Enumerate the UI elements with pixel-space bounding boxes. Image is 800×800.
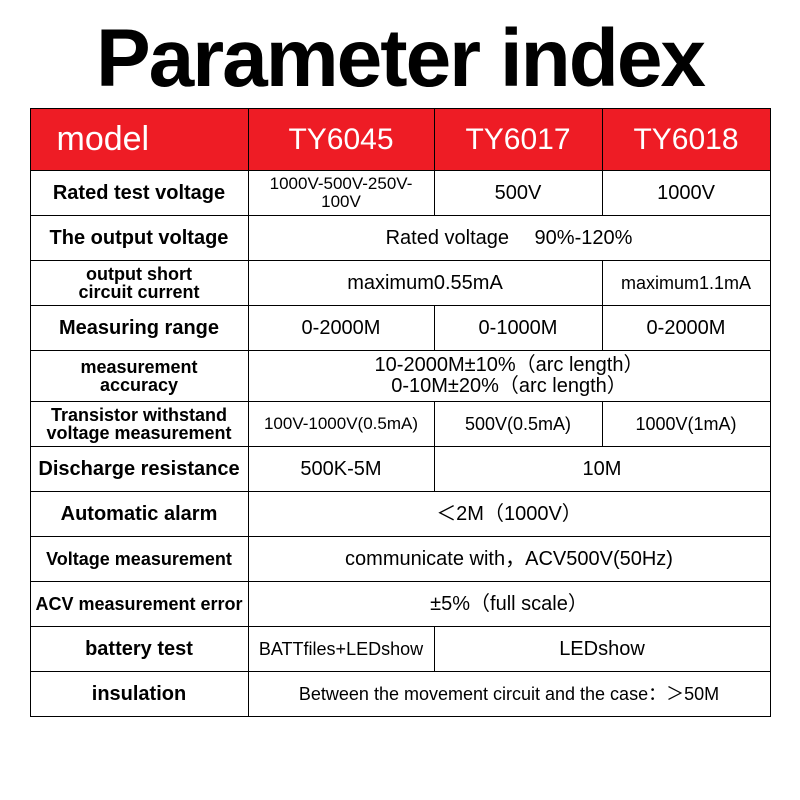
row-label: ACV measurement error <box>30 582 248 627</box>
cell-merged: 10M <box>434 447 770 492</box>
cell-merged: Between the movement circuit and the cas… <box>248 672 770 717</box>
table-header-row: model TY6045 TY6017 TY6018 <box>30 109 770 171</box>
table-row: The output voltage Rated voltage 90%-120… <box>30 216 770 261</box>
page-title: Parameter index <box>0 0 800 108</box>
cell: 1000V <box>602 171 770 216</box>
cell: 1000V(1mA) <box>602 402 770 447</box>
parameter-table: model TY6045 TY6017 TY6018 Rated test vo… <box>30 108 771 717</box>
cell-merged: Rated voltage 90%-120% <box>248 216 770 261</box>
cell: 100V-1000V(0.5mA) <box>248 402 434 447</box>
cell: 0-2000M <box>248 306 434 351</box>
table-row: measurement accuracy 10-2000M±10%（arc le… <box>30 351 770 402</box>
table-row: battery test BATTfiles+LEDshow LEDshow <box>30 627 770 672</box>
cell-merged: ±5%（full scale） <box>248 582 770 627</box>
row-label: Measuring range <box>30 306 248 351</box>
header-col-3: TY6018 <box>602 109 770 171</box>
cell: 500K-5M <box>248 447 434 492</box>
table-row: Voltage measurement communicate with，ACV… <box>30 537 770 582</box>
row-label: Discharge resistance <box>30 447 248 492</box>
row-label: output short circuit current <box>30 261 248 306</box>
table-row: Transistor withstand voltage measurement… <box>30 402 770 447</box>
cell-line: 0-10M±20%（arc length） <box>391 375 627 397</box>
table-row: Automatic alarm ＜2M（1000V） <box>30 492 770 537</box>
row-label: The output voltage <box>30 216 248 261</box>
label-line: output short <box>86 264 192 284</box>
table-row: output short circuit current maximum0.55… <box>30 261 770 306</box>
row-label: Rated test voltage <box>30 171 248 216</box>
cell: 0-1000M <box>434 306 602 351</box>
header-col-1: TY6045 <box>248 109 434 171</box>
table-row: insulation Between the movement circuit … <box>30 672 770 717</box>
row-label: Voltage measurement <box>30 537 248 582</box>
header-model: model <box>30 109 248 171</box>
cell-merged: communicate with，ACV500V(50Hz) <box>248 537 770 582</box>
table-row: Rated test voltage 1000V-500V-250V-100V … <box>30 171 770 216</box>
cell: 500V <box>434 171 602 216</box>
cell-merged: maximum0.55mA <box>248 261 602 306</box>
row-label: Transistor withstand voltage measurement <box>30 402 248 447</box>
cell: BATTfiles+LEDshow <box>248 627 434 672</box>
table-row: Measuring range 0-2000M 0-1000M 0-2000M <box>30 306 770 351</box>
label-line: accuracy <box>100 375 178 395</box>
cell-merged: 10-2000M±10%（arc length） 0-10M±20%（arc l… <box>248 351 770 402</box>
cell-line: 10-2000M±10%（arc length） <box>375 354 644 376</box>
row-label: insulation <box>30 672 248 717</box>
cell: 1000V-500V-250V-100V <box>248 171 434 216</box>
header-col-2: TY6017 <box>434 109 602 171</box>
cell-merged: ＜2M（1000V） <box>248 492 770 537</box>
cell-merged: LEDshow <box>434 627 770 672</box>
row-label: battery test <box>30 627 248 672</box>
cell: maximum1.1mA <box>602 261 770 306</box>
table-row: ACV measurement error ±5%（full scale） <box>30 582 770 627</box>
label-line: Transistor withstand <box>51 405 227 425</box>
label-line: measurement <box>80 357 197 377</box>
row-label: measurement accuracy <box>30 351 248 402</box>
cell: 0-2000M <box>602 306 770 351</box>
row-label: Automatic alarm <box>30 492 248 537</box>
label-line: circuit current <box>78 282 199 302</box>
label-line: voltage measurement <box>46 423 231 443</box>
cell: 500V(0.5mA) <box>434 402 602 447</box>
table-row: Discharge resistance 500K-5M 10M <box>30 447 770 492</box>
